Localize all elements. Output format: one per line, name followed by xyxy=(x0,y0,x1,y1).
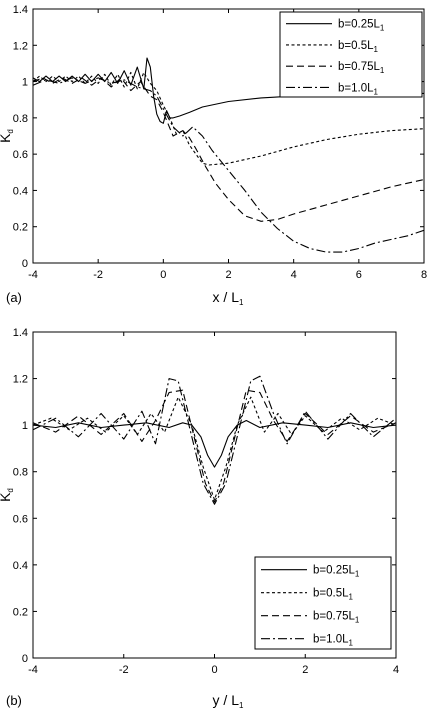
x-axis-label: y / L1 xyxy=(213,692,244,710)
y-tick-label: 0.6 xyxy=(13,513,28,525)
chart-panel-a: -4 -2 0 2 4 6 8 0 0.2 0.4 0.6 0.8 1 1.2 1.4 x / L1 Kd (a)… xyxy=(0,4,427,307)
y-tick-label: 1.4 xyxy=(13,327,28,339)
x-tick-label: 2 xyxy=(225,269,231,281)
series-line-3 xyxy=(33,389,396,503)
y-tick-label: 0.2 xyxy=(13,222,28,234)
x-tick-label: 4 xyxy=(393,664,399,676)
legend-label: b=0.75L1 xyxy=(313,611,360,625)
series-line-4 xyxy=(33,77,424,253)
legend-label: b=0.75L1 xyxy=(338,61,385,75)
legend: b=0.25L1 b=0.5L1 b=0.75L1 b=1.0L1 xyxy=(279,11,423,98)
y-tick-label: 0.8 xyxy=(13,467,28,479)
legend-box xyxy=(254,556,392,650)
x-tick-label: -4 xyxy=(28,664,38,676)
x-tick-label: 0 xyxy=(211,664,217,676)
legend-label: b=0.25L1 xyxy=(313,565,360,579)
series-line-1 xyxy=(33,57,424,124)
y-tick-label: 1.2 xyxy=(13,374,28,386)
legend-label: b=0.5L1 xyxy=(313,588,354,602)
legend: b=0.25L1 b=0.5L1 b=0.75L1 b=1.0L1 xyxy=(254,556,392,650)
y-tick-label: 0 xyxy=(22,653,28,665)
x-tick-label: -4 xyxy=(28,269,38,281)
y-tick-label: 0.6 xyxy=(13,149,28,161)
x-tick-label: 4 xyxy=(291,269,297,281)
x-axis-label: x / L1 xyxy=(213,289,244,307)
legend-label: b=1.0L1 xyxy=(313,634,354,648)
y-tick-label: 1 xyxy=(22,77,28,89)
series-line-1 xyxy=(33,419,396,468)
legend-label: b=0.5L1 xyxy=(338,40,379,54)
chart-panel-b: -4 -2 0 2 4 0 0.2 0.4 0.6 0.8 1 1.2 1.4 y / L1 Kd (b) b=… xyxy=(0,327,399,710)
y-axis-label: Kd xyxy=(0,129,15,143)
y-axis-label: Kd xyxy=(0,488,15,502)
y-tick-label: 0.4 xyxy=(13,560,28,572)
y-tick-label: 1 xyxy=(22,420,28,432)
series-line-3 xyxy=(33,77,424,222)
x-tick-label: 2 xyxy=(302,664,308,676)
y-tick-label: 1.2 xyxy=(13,40,28,52)
y-tick-label: 0.4 xyxy=(13,185,28,197)
x-tick-label: -2 xyxy=(119,664,129,676)
y-tick-label: 0 xyxy=(22,258,28,270)
x-tick-label: 8 xyxy=(421,269,427,281)
y-tick-label: 0.8 xyxy=(13,113,28,125)
x-tick-label: -2 xyxy=(93,269,103,281)
legend-label: b=0.25L1 xyxy=(338,19,385,33)
series-line-2 xyxy=(33,396,396,501)
x-tick-label: 0 xyxy=(160,269,166,281)
x-tick-label: 6 xyxy=(356,269,362,281)
legend-label: b=1.0L1 xyxy=(338,82,379,96)
legend-box xyxy=(279,11,423,98)
y-tick-label: 1.4 xyxy=(13,4,28,16)
y-tick-label: 0.2 xyxy=(13,606,28,618)
panel-label: (b) xyxy=(6,693,22,708)
panel-label: (a) xyxy=(6,290,22,305)
series-line-4 xyxy=(33,375,396,505)
